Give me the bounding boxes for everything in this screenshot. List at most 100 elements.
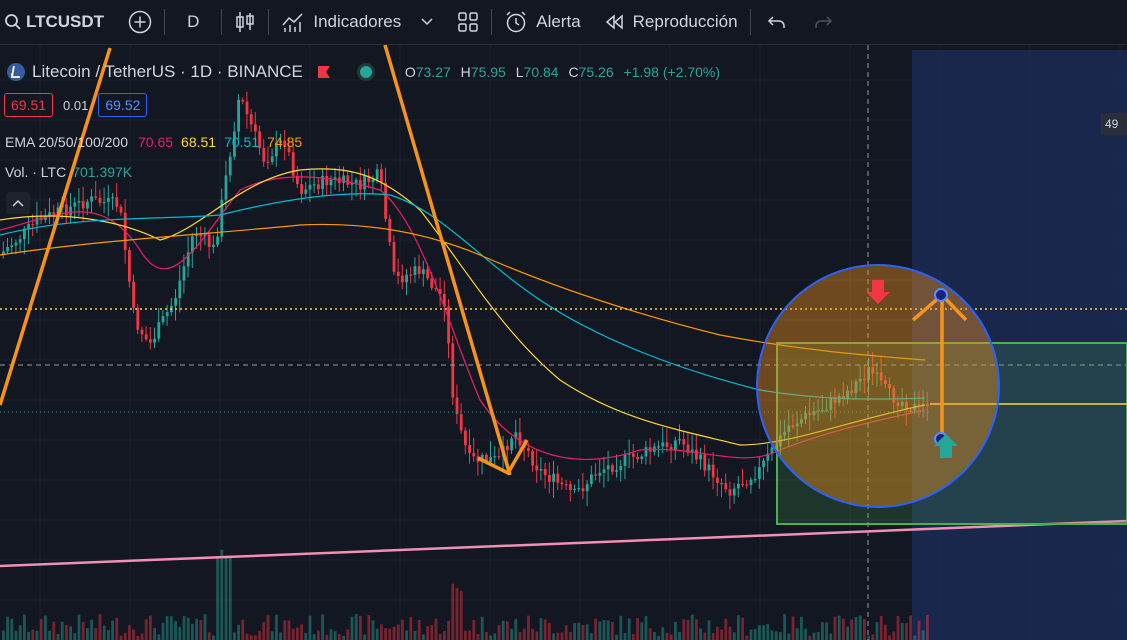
ema50-line	[0, 168, 926, 446]
candle-body	[808, 413, 812, 415]
volume-bar	[443, 630, 446, 640]
volume-bar	[585, 624, 589, 640]
alert-button[interactable]: Alerta	[492, 0, 592, 44]
volume-bar	[304, 632, 308, 640]
volume-bar	[77, 614, 81, 640]
candle-body	[711, 464, 715, 478]
symbol-search[interactable]: LTCUSDT	[0, 0, 116, 44]
collapse-legend-button[interactable]	[6, 192, 30, 214]
volume-bar	[720, 629, 723, 640]
candle-body	[350, 182, 354, 185]
candle-body	[367, 175, 371, 183]
volume-legend[interactable]: Vol. · LTC 701.397K	[5, 164, 132, 180]
templates-button[interactable]	[445, 0, 491, 44]
volume-bar	[753, 629, 757, 640]
candle-body	[745, 484, 749, 486]
volume-bar	[472, 620, 476, 640]
candle-body	[216, 236, 219, 245]
volume-bar	[312, 634, 316, 640]
candle-body	[581, 488, 585, 492]
plus-circle-icon	[128, 10, 152, 34]
candle-body	[573, 488, 576, 490]
buy-button[interactable]: 69.52	[98, 93, 148, 117]
volume-bar	[581, 624, 585, 640]
volume-bar	[405, 630, 408, 640]
volume-bar	[367, 615, 371, 640]
candle-body	[548, 475, 551, 482]
volume-bar	[527, 615, 530, 640]
candle-body	[657, 446, 660, 448]
candle-body	[560, 482, 564, 485]
chart-drawings[interactable]	[0, 45, 1127, 640]
candle-body	[182, 266, 186, 281]
candle-body	[90, 196, 93, 202]
replay-label: Reproducción	[632, 12, 738, 31]
volume-bar	[548, 622, 551, 640]
indicators-button[interactable]: Indicadores	[269, 0, 445, 44]
volume-bar	[501, 620, 505, 640]
volume-bar	[686, 619, 690, 640]
chevron-down-icon[interactable]	[421, 18, 433, 26]
volume-bar	[825, 622, 828, 640]
candle-body	[842, 395, 845, 400]
candle-body	[228, 156, 232, 176]
candle-body	[380, 169, 383, 183]
volume-bar	[2, 630, 5, 640]
candle-body	[758, 467, 761, 480]
candle-body	[766, 453, 770, 461]
candle-body	[686, 444, 690, 453]
candle-body	[195, 234, 198, 237]
interval-button[interactable]: D	[187, 12, 200, 31]
candle-body	[77, 200, 81, 203]
volume-bar	[774, 631, 778, 640]
candle-body	[884, 380, 887, 384]
flag-icon[interactable]	[317, 65, 331, 79]
volume-bar	[896, 616, 900, 640]
volume-bar	[140, 633, 144, 640]
candle-body	[132, 281, 135, 308]
volume-bar	[795, 628, 799, 640]
replay-button[interactable]: Reproducción	[593, 0, 750, 44]
ema-legend[interactable]: EMA 20/50/100/200 70.65 68.51 70.51 74.85	[5, 134, 310, 150]
candle-body	[254, 124, 257, 132]
search-icon	[5, 14, 21, 30]
volume-bar	[695, 619, 698, 640]
candle-body	[611, 465, 614, 472]
volume-bar	[846, 626, 849, 640]
volume-bar	[766, 624, 770, 640]
symbol-title[interactable]: Litecoin / TetherUS · 1D · BINANCE	[32, 62, 303, 81]
candle-body	[186, 252, 190, 267]
compare-button[interactable]	[116, 0, 164, 44]
candle-body	[594, 474, 597, 476]
volume-bar	[102, 625, 106, 640]
volume-bar	[195, 618, 198, 640]
candle-body	[451, 343, 455, 398]
candle-body	[354, 179, 358, 183]
volume-bar	[707, 620, 711, 640]
volume-bar	[438, 634, 442, 640]
candle-body	[640, 456, 644, 459]
undo-button[interactable]	[751, 0, 803, 44]
candle-body	[94, 196, 98, 198]
volume-bar	[60, 621, 64, 640]
volume-bar	[858, 615, 862, 640]
volume-bar	[174, 621, 177, 640]
sell-button[interactable]: 69.51	[4, 93, 54, 117]
candle-body	[417, 266, 421, 275]
candle-body	[447, 306, 450, 344]
volume-bar	[237, 624, 240, 640]
chart-type-button[interactable]	[222, 0, 268, 44]
volume-bar	[270, 631, 274, 640]
candle-body	[73, 202, 77, 207]
candle-body	[636, 456, 639, 459]
uptrend-line	[0, 47, 112, 406]
volume-bar	[132, 629, 135, 640]
volume-bar	[426, 626, 429, 640]
price-chart[interactable]	[0, 45, 1127, 640]
volume-bar	[900, 622, 904, 640]
volume-bar	[14, 630, 18, 640]
candle-body	[854, 381, 858, 393]
volume-bar	[119, 635, 123, 640]
redo-button[interactable]	[803, 0, 843, 44]
volume-bar	[711, 633, 715, 640]
